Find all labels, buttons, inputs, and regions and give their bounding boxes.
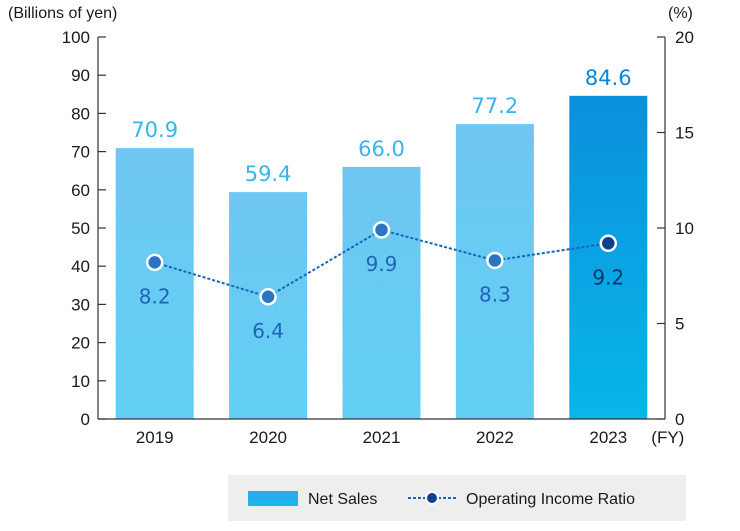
bar-net-sales-2020 <box>229 192 308 419</box>
left-axis-tick-label: 50 <box>71 219 90 238</box>
left-axis-tick-label: 70 <box>71 143 90 162</box>
bar-value-label: 84.6 <box>585 66 632 90</box>
left-axis-unit: (Billions of yen) <box>8 5 117 22</box>
bar-net-sales-2022 <box>455 124 534 419</box>
left-axis-tick-label: 80 <box>71 104 90 123</box>
axes-layer: 0 10 20 30 40 50 60 70 80 90 100 0 5 10 15 20 2019 2020 20… <box>62 28 694 447</box>
left-axis-tick-label: 40 <box>71 257 90 276</box>
left-axis-tick-label: 0 <box>81 410 90 429</box>
x-axis-tick-label: 2021 <box>363 428 401 447</box>
ratio-point-2019 <box>145 253 164 272</box>
x-axis-tick-label: 2019 <box>136 428 174 447</box>
ratio-point-2021 <box>372 221 391 239</box>
ratio-point-2022 <box>486 251 504 270</box>
legend-background <box>228 475 686 521</box>
labels-layer: 70.9 59.4 66.0 77.2 84.6 8.2 6.4 9.9 8.3 9.2 <box>131 66 631 343</box>
ratio-point-2023 <box>599 234 618 253</box>
left-axis-tick-label: 90 <box>71 66 90 85</box>
ratio-value-label: 8.2 <box>139 284 171 308</box>
right-axis-unit: (%) <box>668 5 693 22</box>
bar-value-label: 77.2 <box>472 94 519 118</box>
right-axis-tick-label: 15 <box>675 124 694 143</box>
x-axis-tick-label: 2020 <box>249 428 287 447</box>
right-axis-tick-label: 5 <box>675 315 684 334</box>
bar-value-label: 70.9 <box>131 118 178 142</box>
ratio-point-2020 <box>259 288 277 306</box>
bar-net-sales-2019 <box>115 148 194 420</box>
ratio-value-label: 8.3 <box>479 282 511 306</box>
legend-net-sales-label: Net Sales <box>308 491 377 508</box>
bar-net-sales-2023 <box>569 95 648 419</box>
right-axis-tick-label: 10 <box>675 219 694 238</box>
bar-value-label: 59.4 <box>245 162 292 186</box>
left-axis-tick-label: 10 <box>71 372 90 391</box>
ratio-value-label: 9.9 <box>366 252 398 276</box>
bar-value-label: 66.0 <box>358 137 405 161</box>
legend: Net Sales Operating Income Ratio <box>228 475 686 521</box>
legend-net-sales-swatch <box>248 491 298 506</box>
ratio-value-label: 9.2 <box>592 265 624 289</box>
x-axis-unit: (FY) <box>651 428 684 447</box>
bars-layer <box>115 95 648 420</box>
legend-ratio-marker <box>425 491 439 505</box>
left-axis-tick-label: 100 <box>62 28 90 47</box>
right-axis-tick-label: 20 <box>675 28 694 47</box>
left-axis-tick-label: 20 <box>71 334 90 353</box>
right-axis-tick-label: 0 <box>675 410 684 429</box>
x-axis-tick-label: 2023 <box>589 428 627 447</box>
left-axis-tick-label: 60 <box>71 181 90 200</box>
legend-ratio-label: Operating Income Ratio <box>466 491 635 508</box>
x-axis-tick-label: 2022 <box>476 428 514 447</box>
ratio-line-layer <box>145 221 618 306</box>
bar-net-sales-2021 <box>342 166 421 419</box>
ratio-value-label: 6.4 <box>252 319 284 343</box>
left-axis-tick-label: 30 <box>71 295 90 314</box>
